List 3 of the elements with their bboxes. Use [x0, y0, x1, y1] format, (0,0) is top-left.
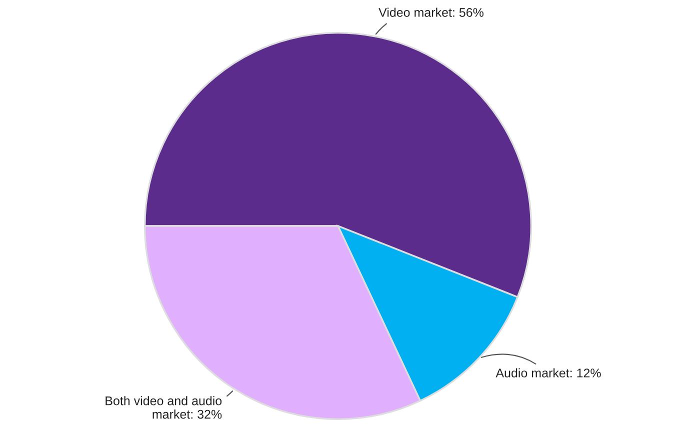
slice-label: Both video and audio market: 32% — [106, 396, 222, 419]
slice-label: Video market: 56% — [378, 8, 484, 17]
slice-label: Audio market: 12% — [496, 368, 601, 378]
